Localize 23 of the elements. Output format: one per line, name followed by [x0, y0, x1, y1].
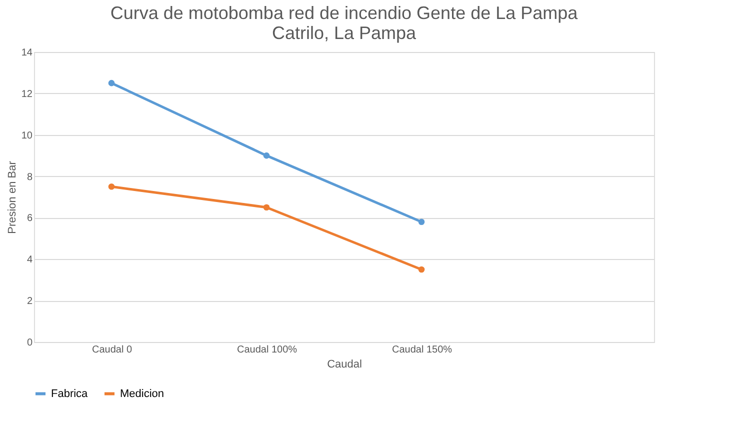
point	[418, 218, 425, 226]
text: Catrilo, La Pampa	[272, 23, 416, 43]
y-tick-label: 4	[26, 254, 33, 266]
y-axis-title: Presion en Bar	[6, 160, 18, 234]
x-tick-label: Caudal 150%	[392, 344, 452, 356]
legend-label: Medicion	[120, 388, 164, 400]
y-tick-label: 0	[26, 338, 33, 348]
y-tick-label: 8	[26, 172, 33, 183]
x-tick-label: Caudal 100%	[236, 344, 298, 356]
y-tick-label: 14	[21, 48, 33, 58]
text: Curva de motobomba red de incendio Gente de La Pampa	[110, 3, 578, 23]
x-axis-title: Caudal	[327, 358, 362, 370]
y-tick-label: 12	[21, 88, 33, 100]
y-tick-label: 10	[21, 130, 33, 142]
y-tick-label: 6	[26, 213, 33, 224]
point	[263, 152, 270, 159]
x-tick-label: Caudal 0	[92, 344, 132, 356]
point	[108, 80, 115, 86]
legend-label: Fabrica	[51, 388, 89, 400]
point	[263, 204, 270, 211]
point	[418, 266, 425, 273]
point	[108, 183, 115, 190]
y-tick-label: 2	[26, 296, 33, 308]
